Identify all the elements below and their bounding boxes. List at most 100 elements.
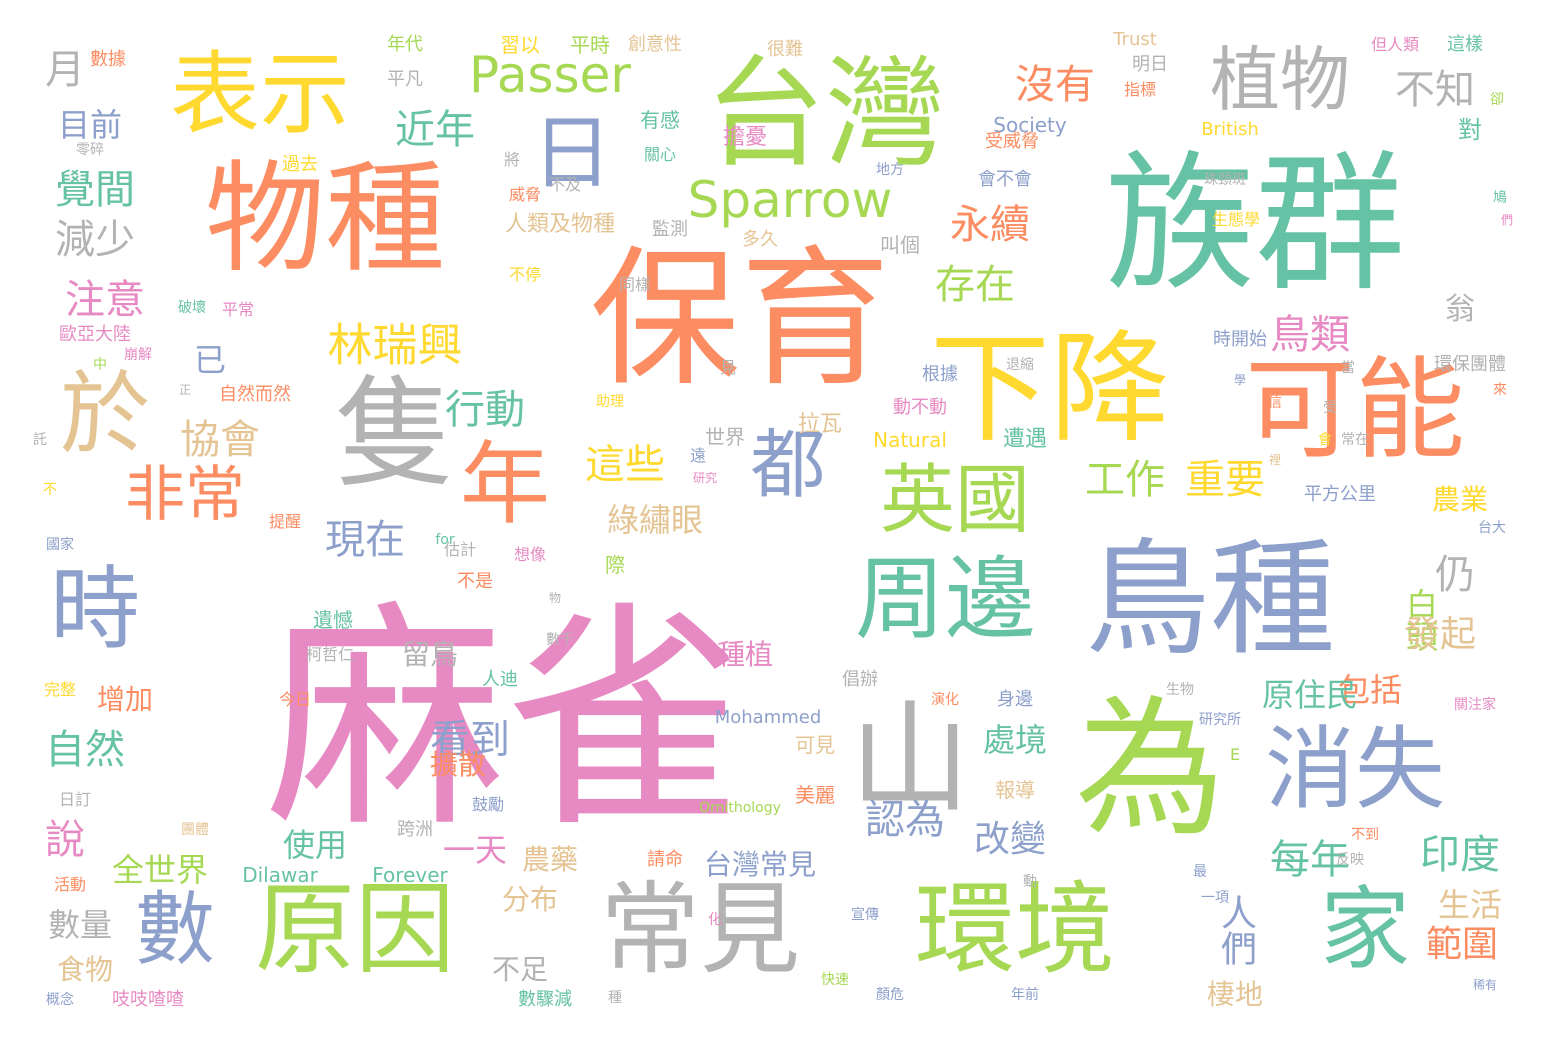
- word: 指標: [1123, 80, 1157, 99]
- word: 美麗: [795, 783, 835, 807]
- word: Trust: [1113, 29, 1157, 50]
- word: 過去: [282, 154, 318, 175]
- word: 可見: [795, 733, 835, 757]
- word: 顏危: [876, 987, 904, 1003]
- word: 受威脅: [985, 131, 1039, 152]
- word: 看到: [430, 717, 510, 763]
- word: 留鳥: [401, 638, 459, 671]
- word: 非常: [125, 460, 245, 530]
- word: 於: [60, 362, 150, 467]
- word: 提醒: [268, 512, 302, 531]
- word: 棲地: [1206, 978, 1264, 1011]
- word: 注意: [65, 277, 145, 323]
- word: 減少: [55, 217, 135, 263]
- word: 概念: [46, 992, 74, 1008]
- word: 跨洲: [397, 819, 433, 840]
- word: 台灣常見: [703, 848, 817, 881]
- word: 行動: [445, 387, 525, 433]
- word: 這樣: [1447, 34, 1483, 55]
- word: 完整: [43, 680, 77, 699]
- word: Society: [993, 113, 1067, 137]
- word: 不: [43, 482, 57, 498]
- word: 明日: [1132, 54, 1168, 75]
- word: 處境: [982, 721, 1048, 759]
- word: 零碎: [76, 142, 104, 158]
- word: 監測: [652, 219, 688, 240]
- word: 擴散: [429, 748, 487, 781]
- word: Natural: [873, 428, 947, 452]
- word: 會不會: [978, 169, 1032, 190]
- word: 不及: [548, 175, 582, 194]
- word: 活動: [53, 875, 87, 894]
- word: 周邊: [855, 547, 1035, 652]
- word: 每年: [1270, 837, 1350, 883]
- word: 已: [193, 341, 227, 379]
- word: 宣傳: [851, 907, 879, 923]
- word: 但人類: [1370, 35, 1420, 54]
- word: 都: [750, 420, 826, 509]
- word: 平凡: [387, 69, 423, 90]
- word: 農藥: [521, 843, 579, 876]
- word: 鳥類: [1270, 312, 1350, 358]
- word: 人迪: [482, 669, 518, 690]
- word: 擔憂: [722, 125, 768, 150]
- word: 關心: [643, 145, 677, 164]
- word: 見: [719, 358, 737, 377]
- word: 一天: [442, 831, 508, 869]
- word: 當: [1341, 360, 1355, 376]
- word: Passer: [469, 46, 631, 104]
- word: 不足: [491, 953, 549, 986]
- word: 族群: [1104, 138, 1406, 312]
- word: E: [1229, 745, 1241, 764]
- word: 月: [45, 47, 85, 93]
- word: 環境: [915, 871, 1115, 988]
- word: 家: [1320, 877, 1410, 982]
- word: 重要: [1185, 457, 1265, 503]
- word: 改變: [973, 819, 1047, 860]
- word: 生態學: [1211, 210, 1261, 229]
- word: 退縮: [1006, 357, 1034, 373]
- word: 仍: [1435, 552, 1475, 598]
- word: 身邊: [997, 689, 1033, 710]
- word: 時: [50, 557, 140, 662]
- word: 協會: [180, 417, 260, 463]
- word: 吱吱喳喳: [112, 989, 184, 1010]
- word: 英國: [879, 455, 1031, 544]
- word: for: [435, 532, 455, 548]
- word: 不是: [457, 571, 493, 592]
- word: 生物: [1166, 682, 1194, 698]
- word: 鳥種: [1085, 527, 1335, 673]
- word: Sparrow: [687, 171, 893, 229]
- word: 不停: [508, 265, 542, 284]
- word: 增加: [96, 683, 154, 716]
- word: 託: [33, 432, 47, 448]
- word: 沒有: [1015, 62, 1095, 108]
- word: 倡辦: [842, 669, 878, 690]
- word: 遭遇: [1002, 427, 1048, 452]
- word: 最: [1193, 864, 1207, 880]
- word: 原住民: [1261, 676, 1359, 714]
- word: 原因: [255, 871, 455, 988]
- word: 會: [1318, 432, 1332, 448]
- word: 包括: [1337, 671, 1403, 709]
- word: 時開始: [1213, 329, 1267, 350]
- word: 正: [178, 383, 192, 397]
- word: Ornithology: [699, 800, 781, 816]
- word: 日訂: [58, 790, 92, 809]
- word: 麻雀: [264, 580, 746, 860]
- word: 國家: [46, 537, 74, 553]
- word: 年: [460, 432, 550, 537]
- word: 中: [93, 357, 107, 373]
- word: 農業: [1431, 483, 1489, 516]
- word: 物種: [205, 150, 445, 289]
- word: 珠頸斑: [1204, 172, 1246, 188]
- word: 拉瓦: [797, 412, 843, 437]
- word: 鼓勵: [471, 795, 505, 814]
- word: 世界: [705, 425, 745, 449]
- word: 歐亞大陸: [59, 324, 131, 345]
- word: 山: [850, 690, 970, 829]
- word: 一項: [1201, 890, 1229, 906]
- word: 平時: [570, 33, 610, 57]
- word: 林瑞興: [327, 318, 463, 372]
